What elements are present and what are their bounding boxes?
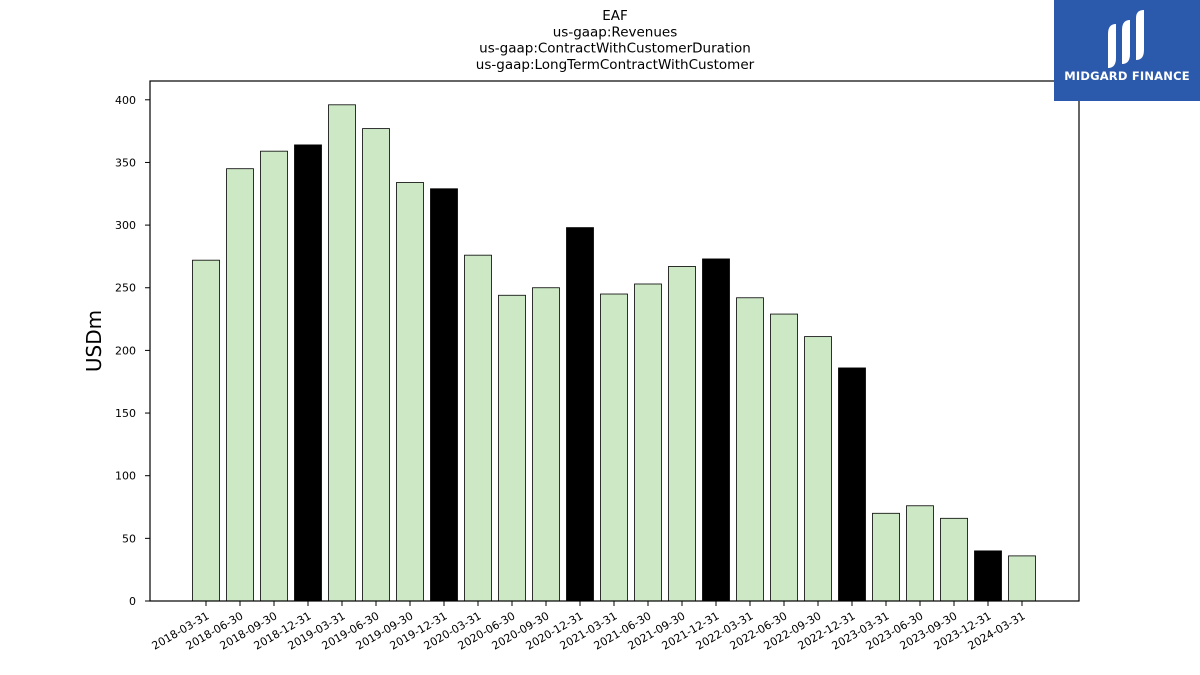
chart-title-line: us-gaap:Revenues [553,24,678,40]
bar [668,266,696,602]
logo-mark-icon [1108,10,1144,68]
y-axis-label: USDm [82,310,106,372]
bar [328,104,356,602]
bar [396,182,424,602]
y-tick-label: 50 [122,532,136,545]
bar [804,336,832,602]
bar [838,367,866,602]
y-tick-label: 400 [115,94,136,107]
chart-title-line: us-gaap:LongTermContractWithCustomer [476,57,755,73]
y-tick-label: 350 [115,156,136,169]
bar [294,144,322,602]
y-tick-label: 0 [129,595,136,608]
chart-title-line: us-gaap:ContractWithCustomerDuration [479,41,751,57]
logo-text: MIDGARD FINANCE [1064,69,1190,83]
y-tick-label: 250 [115,282,136,295]
bar [430,188,458,602]
bar [362,128,390,602]
bar [736,297,764,602]
midgard-finance-logo: MIDGARD FINANCE [1054,0,1200,101]
bar [770,313,798,602]
bar [226,168,254,602]
bar [532,287,560,602]
bar [260,150,288,602]
chart-title: EAFus-gaap:Revenuesus-gaap:ContractWithC… [476,8,755,73]
y-tick-label: 300 [115,219,136,232]
bar [702,258,730,602]
bar [600,293,628,602]
bar [498,294,526,602]
y-axis: 0 50 100 150 200 250 300 350 400 [115,94,150,608]
bars [192,104,1036,602]
bar [1008,555,1036,602]
bar [974,550,1002,602]
y-tick-label: 100 [115,470,136,483]
y-tick-label: 200 [115,344,136,357]
plot-frame [149,80,1080,602]
bar [566,227,594,602]
x-axis: 2018-03-312018-06-302018-09-302018-12-31… [150,601,1028,653]
bar [464,254,492,602]
y-tick-label: 150 [115,407,136,420]
bar [872,512,900,602]
bar [192,259,220,602]
chart-title-line: EAF [602,8,628,24]
bar [634,283,662,602]
bar [906,505,934,602]
bar [940,517,968,602]
